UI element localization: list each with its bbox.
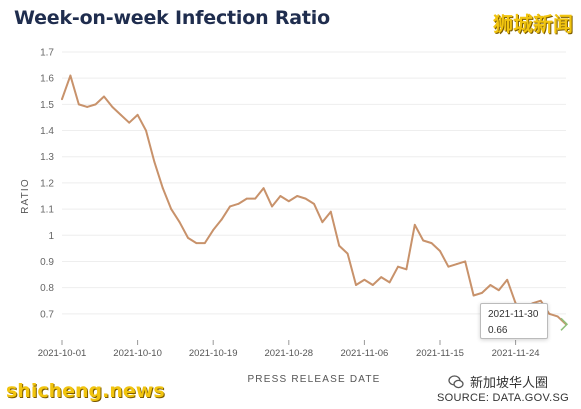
data-point[interactable] xyxy=(371,284,374,286)
data-point[interactable] xyxy=(329,210,332,213)
y-tick-label: 1.1 xyxy=(40,205,54,216)
source-label: SOURCE: DATA.GOV.SG xyxy=(436,392,569,404)
tooltip-value: 0.66 xyxy=(488,325,508,336)
y-axis-title: RATIO xyxy=(20,178,31,214)
data-point[interactable] xyxy=(313,202,315,205)
data-point[interactable] xyxy=(363,278,366,281)
data-point[interactable] xyxy=(69,74,72,77)
data-point[interactable] xyxy=(136,113,139,116)
x-tick-labels: 2021-10-01 2021-10-10 2021-10-19 2021-10-28… xyxy=(38,340,540,359)
data-point[interactable] xyxy=(128,121,131,124)
data-point[interactable] xyxy=(161,187,164,190)
data-point[interactable] xyxy=(556,315,559,318)
data-point[interactable] xyxy=(405,268,408,271)
chart-title: Week-on-week Infection Ratio xyxy=(14,7,330,29)
x-tick-label: 2021-10-01 xyxy=(38,348,87,359)
data-point[interactable] xyxy=(346,252,349,255)
data-point[interactable] xyxy=(321,221,324,224)
data-point[interactable] xyxy=(237,202,240,205)
y-tick-label: 1.6 xyxy=(40,74,54,85)
tooltip-marker xyxy=(560,317,569,331)
data-point[interactable] xyxy=(397,265,399,268)
data-point[interactable] xyxy=(271,205,273,208)
data-point[interactable] xyxy=(430,242,433,245)
data-point[interactable] xyxy=(472,294,475,297)
data-point[interactable] xyxy=(497,289,500,292)
y-tick-label: 0.9 xyxy=(40,257,54,268)
y-tick-label: 1.3 xyxy=(40,152,54,163)
data-point[interactable] xyxy=(338,244,341,247)
x-tick-label: 2021-11-06 xyxy=(340,348,388,359)
watermark-bottom-right-label: 新加坡华人圈 xyxy=(470,376,549,391)
watermark-top: 狮城新闻 xyxy=(493,12,573,36)
data-point[interactable] xyxy=(262,187,265,190)
x-tick-label: 2021-11-15 xyxy=(416,348,464,359)
watermark-bottom-right: 新加坡华人圈 xyxy=(448,372,548,391)
data-point[interactable] xyxy=(296,195,299,197)
data-point[interactable] xyxy=(153,161,156,163)
data-point[interactable] xyxy=(489,284,492,286)
data-point[interactable] xyxy=(413,223,416,226)
data-point[interactable] xyxy=(380,276,383,279)
tooltip-date: 2021-11-30 xyxy=(488,309,539,320)
data-point[interactable] xyxy=(355,284,357,286)
data-point[interactable] xyxy=(77,103,80,106)
data-point[interactable] xyxy=(86,106,89,108)
x-tick-label: 2021-10-19 xyxy=(189,348,238,359)
data-point[interactable] xyxy=(195,242,198,245)
data-point[interactable] xyxy=(447,265,450,268)
y-tick-label: 1.5 xyxy=(40,100,54,111)
data-point[interactable] xyxy=(170,208,173,210)
data-point[interactable] xyxy=(94,103,97,106)
data-point[interactable] xyxy=(279,195,282,197)
data-point[interactable] xyxy=(455,263,458,265)
data-point[interactable] xyxy=(439,250,441,252)
data-point[interactable] xyxy=(422,239,425,242)
y-tick-label: 1.2 xyxy=(40,178,54,189)
data-point[interactable] xyxy=(481,291,483,294)
data-point[interactable] xyxy=(119,113,122,116)
y-tick-label: 1.4 xyxy=(40,126,54,137)
hover-tooltip: 2021-11-30 0.66 xyxy=(480,303,548,339)
data-point[interactable] xyxy=(145,129,147,132)
y-tick-label: 0.8 xyxy=(40,283,54,294)
data-point[interactable] xyxy=(548,312,551,315)
y-tick-label: 0.7 xyxy=(40,309,54,320)
data-point[interactable] xyxy=(287,200,290,203)
data-point[interactable] xyxy=(111,106,114,108)
data-point[interactable] xyxy=(212,229,215,231)
watermark-bottom-left: shicheng.news xyxy=(6,380,165,402)
data-point[interactable] xyxy=(388,281,391,284)
data-point[interactable] xyxy=(103,95,105,98)
grid-lines xyxy=(62,51,566,315)
data-point[interactable] xyxy=(506,278,509,281)
data-point[interactable] xyxy=(61,98,63,101)
wechat-icon xyxy=(448,374,464,388)
data-point[interactable] xyxy=(304,197,307,200)
data-point[interactable] xyxy=(187,236,189,239)
x-tick-label: 2021-11-24 xyxy=(492,348,540,359)
data-point[interactable] xyxy=(254,197,257,200)
x-axis-title: PRESS RELEASE DATE xyxy=(247,374,380,385)
data-point[interactable] xyxy=(539,299,542,302)
x-tick-label: 2021-10-28 xyxy=(264,348,313,359)
data-point[interactable] xyxy=(220,218,223,221)
x-tick-label: 2021-10-10 xyxy=(113,348,162,359)
data-point[interactable] xyxy=(203,242,206,245)
data-point[interactable] xyxy=(245,197,248,200)
y-tick-labels: 0.7 0.8 0.9 1 1.1 1.2 1.3 1.4 1.5 1.6 1.7 xyxy=(40,48,54,321)
y-tick-label: 1 xyxy=(48,231,54,242)
data-point[interactable] xyxy=(464,260,467,263)
data-point[interactable] xyxy=(229,205,231,208)
y-tick-label: 1.7 xyxy=(40,48,54,59)
data-point[interactable] xyxy=(178,221,181,224)
series-line xyxy=(61,74,567,326)
